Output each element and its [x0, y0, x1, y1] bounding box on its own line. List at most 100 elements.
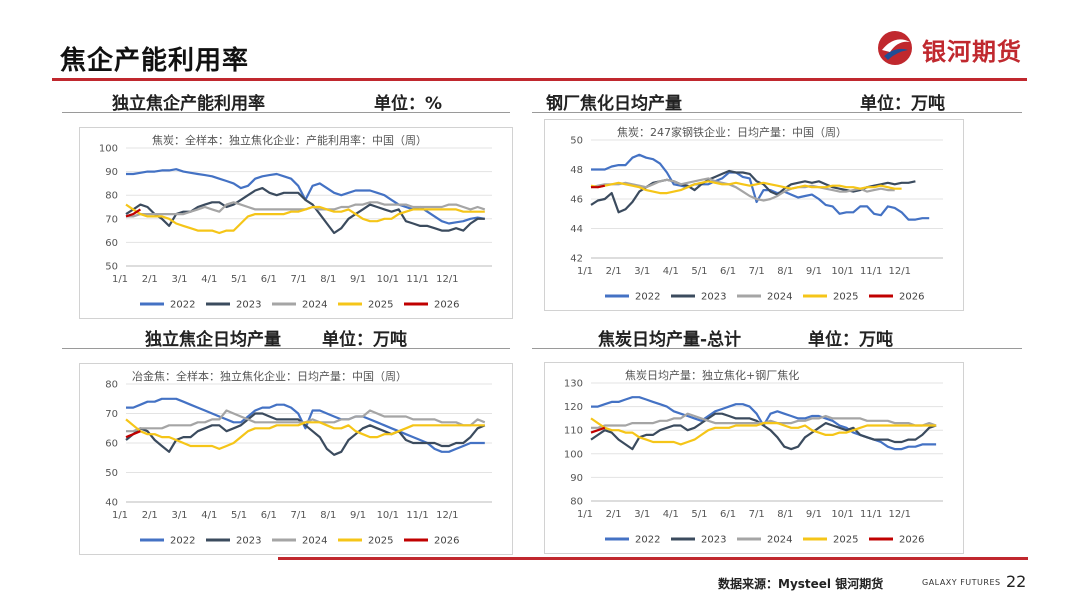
- x-tick-label: 3/1: [634, 266, 650, 277]
- legend-label-2024: 2024: [302, 536, 327, 547]
- x-tick-label: 7/1: [290, 274, 306, 285]
- series-line-2025: [590, 417, 937, 446]
- page-number: 22: [1006, 572, 1027, 591]
- chart-1-subtitle: 焦炭：全样本：独立焦化企业：产能利用率：中国（周）: [152, 134, 427, 147]
- panel-4-unit: 单位：万吨: [808, 330, 893, 350]
- y-tick-label: 50: [570, 136, 583, 147]
- chart-3-subtitle: 冶金焦：全样本：独立焦化企业：日均产量：中国（周）: [132, 370, 407, 383]
- y-tick-label: 44: [570, 224, 583, 235]
- x-tick-label: 10/1: [377, 510, 399, 521]
- y-tick-label: 48: [570, 165, 583, 176]
- x-tick-label: 1/1: [112, 510, 128, 521]
- x-tick-label: 3/1: [171, 274, 187, 285]
- legend-label-2022: 2022: [635, 292, 660, 303]
- x-tick-label: 4/1: [663, 266, 679, 277]
- chart-legend: 2022 2023 2024 2025 2026: [140, 536, 459, 547]
- x-tick-label: 11/1: [860, 266, 882, 277]
- legend-label-2026: 2026: [899, 292, 924, 303]
- x-tick-label: 12/1: [889, 509, 911, 520]
- legend-label-2023: 2023: [236, 300, 261, 311]
- y-tick-label: 80: [570, 497, 583, 508]
- chart-steel-mill-coke-output: 焦炭：247家钢铁企业：日均产量：中国（周） 42 44 46 48 50 1/1 2/1 3…: [544, 119, 964, 311]
- y-tick-label: 42: [570, 254, 583, 265]
- x-tick-label: 12/1: [436, 274, 458, 285]
- legend-label-2024: 2024: [767, 292, 792, 303]
- panel-4-title: 焦炭日均产量-总计: [598, 330, 742, 350]
- footer-divider: [278, 557, 1028, 560]
- x-tick-label: 6/1: [720, 266, 736, 277]
- x-tick-label: 9/1: [350, 510, 366, 521]
- y-tick-label: 100: [99, 144, 118, 155]
- y-tick-label: 46: [570, 195, 583, 206]
- x-tick-label: 2/1: [142, 510, 158, 521]
- x-tick-label: 10/1: [831, 509, 853, 520]
- series-line-2022: [591, 153, 930, 221]
- legend-label-2026: 2026: [434, 536, 459, 547]
- legend-label-2026: 2026: [434, 300, 459, 311]
- legend-label-2025: 2025: [368, 536, 393, 547]
- page-title: 焦企产能利用率: [60, 46, 250, 76]
- y-tick-label: 50: [105, 468, 118, 479]
- x-tick-label: 4/1: [663, 509, 679, 520]
- x-tick-label: 9/1: [806, 266, 822, 277]
- legend-label-2024: 2024: [302, 300, 327, 311]
- y-tick-label: 60: [105, 439, 118, 450]
- x-tick-label: 4/1: [201, 510, 217, 521]
- chart-4-subtitle: 焦炭日均产量：独立焦化+钢厂焦化: [625, 369, 800, 382]
- x-tick-label: 7/1: [290, 510, 306, 521]
- x-tick-label: 6/1: [720, 509, 736, 520]
- panel-1-rule: [62, 112, 510, 113]
- panel-2-unit: 单位：万吨: [860, 94, 945, 114]
- x-tick-label: 5/1: [231, 510, 247, 521]
- legend-label-2025: 2025: [368, 300, 393, 311]
- title-divider: [52, 78, 1027, 81]
- x-tick-label: 10/1: [377, 274, 399, 285]
- x-tick-label: 8/1: [320, 510, 336, 521]
- x-tick-label: 6/1: [261, 274, 277, 285]
- panel-3-title: 独立焦企日均产量: [145, 330, 281, 350]
- chart-3-svg: 40 50 60 70 80 1/1 2/1 3/1 4/1 5/1 6/1 7/1 8/1 9/1 10/…: [105, 380, 492, 547]
- legend-label-2026: 2026: [899, 535, 924, 546]
- logo-text: 银河期货: [922, 38, 1022, 66]
- chart-1-svg: 50 60 70 80 90 100 1/1 2/1 3/1 4/1 5/1 6/1 7/1 8/1 9/1…: [99, 144, 492, 311]
- legend-label-2023: 2023: [236, 536, 261, 547]
- y-tick-label: 70: [105, 409, 118, 420]
- y-tick-label: 90: [570, 473, 583, 484]
- x-tick-label: 7/1: [749, 266, 765, 277]
- chart-independent-coke-output: 冶金焦：全样本：独立焦化企业：日均产量：中国（周） 40 50 60 70 80 1/1 2…: [79, 363, 513, 555]
- legend-label-2025: 2025: [833, 535, 858, 546]
- x-tick-label: 10/1: [831, 266, 853, 277]
- series-line-2022: [126, 168, 485, 225]
- x-tick-label: 1/1: [577, 266, 593, 277]
- x-tick-label: 8/1: [320, 274, 336, 285]
- chart-legend: 2022 2023 2024 2025 2026: [605, 292, 924, 303]
- series-line-2025: [590, 180, 902, 195]
- x-tick-label: 1/1: [577, 509, 593, 520]
- x-tick-label: 2/1: [606, 509, 622, 520]
- x-tick-label: 6/1: [261, 510, 277, 521]
- galaxy-logo-icon: [878, 31, 912, 65]
- x-tick-label: 9/1: [350, 274, 366, 285]
- x-tick-label: 7/1: [749, 509, 765, 520]
- legend-label-2022: 2022: [635, 535, 660, 546]
- legend-label-2022: 2022: [170, 536, 195, 547]
- panel-1-unit: 单位：%: [374, 94, 443, 114]
- x-tick-label: 3/1: [171, 510, 187, 521]
- x-tick-label: 4/1: [201, 274, 217, 285]
- x-tick-label: 9/1: [806, 509, 822, 520]
- x-tick-label: 8/1: [777, 266, 793, 277]
- series-line-2023: [125, 186, 485, 235]
- x-tick-label: 5/1: [691, 509, 707, 520]
- data-source: 数据来源：Mysteel 银河期货: [718, 577, 884, 591]
- y-tick-label: 120: [564, 402, 583, 413]
- x-tick-label: 11/1: [860, 509, 882, 520]
- legend-label-2023: 2023: [701, 292, 726, 303]
- legend-label-2024: 2024: [767, 535, 792, 546]
- y-tick-label: 60: [105, 238, 118, 249]
- y-tick-label: 40: [105, 498, 118, 509]
- y-tick-label: 90: [105, 167, 118, 178]
- series-line-2026: [125, 430, 141, 439]
- x-tick-label: 1/1: [112, 274, 128, 285]
- x-tick-label: 8/1: [777, 509, 793, 520]
- x-tick-label: 11/1: [406, 510, 428, 521]
